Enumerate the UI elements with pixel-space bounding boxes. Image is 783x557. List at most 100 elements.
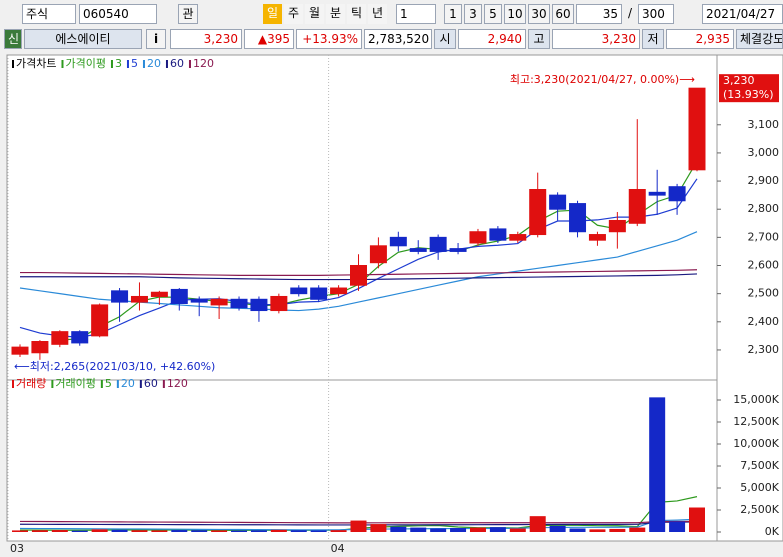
legend-entry: 5 <box>131 57 138 70</box>
y-tick-label: 7,500K <box>740 459 779 472</box>
market-select[interactable]: 주식 <box>22 4 76 24</box>
candle-body <box>588 234 606 241</box>
legend-entry: 20 <box>147 57 161 70</box>
info-button[interactable]: i <box>146 29 166 49</box>
volume-bar <box>290 530 307 533</box>
candle-body <box>429 236 447 252</box>
y-tick-label: 2,300 <box>748 343 780 356</box>
legend-swatch <box>188 60 191 68</box>
legend-entry: 60 <box>170 57 184 70</box>
volume-bar <box>549 525 566 533</box>
volume-bar <box>31 530 48 533</box>
legend-swatch <box>139 380 142 388</box>
volume-bar <box>71 530 88 533</box>
count-button[interactable]: 60 <box>552 4 574 24</box>
count-button[interactable]: 5 <box>484 4 502 24</box>
legend-entry: 20 <box>121 377 135 390</box>
period-button[interactable]: 분 <box>326 4 345 24</box>
last-price-box <box>719 74 779 103</box>
candle-body <box>648 191 666 196</box>
high-label: 고 <box>528 29 550 49</box>
volume-bar <box>211 530 228 533</box>
x-tick-label: 03 <box>10 542 24 555</box>
period-button[interactable]: 틱 <box>347 4 366 24</box>
volume: 2,783,520 <box>364 29 432 49</box>
legend-swatch <box>12 60 14 68</box>
volume-bar <box>689 507 705 533</box>
view-count[interactable]: 35 <box>576 4 622 24</box>
candle-body <box>250 298 268 312</box>
legend-title: 거래량 <box>16 377 46 390</box>
candle-body <box>230 298 248 309</box>
badge: 신 <box>4 29 22 49</box>
watch-button[interactable]: 관 <box>178 4 198 24</box>
candle-body <box>270 295 288 312</box>
legend-swatch <box>61 60 64 68</box>
period-button[interactable]: 년 <box>368 4 387 24</box>
legend-entry: 120 <box>193 57 214 70</box>
volume-bar <box>51 530 68 533</box>
y-tick-label: 3,000 <box>748 146 780 159</box>
y-tick-label: 2,400 <box>748 315 780 328</box>
candle-body <box>608 219 626 233</box>
y-tick-label: 12,500K <box>733 415 779 428</box>
volume-bar <box>669 521 686 533</box>
change: ▲395 <box>244 29 294 49</box>
y-tick-label: 5,000K <box>740 481 779 494</box>
period-button[interactable]: 주 <box>284 4 303 24</box>
count-button[interactable]: 10 <box>504 4 526 24</box>
unit-select[interactable]: 1 <box>396 4 436 24</box>
candle-body <box>71 331 89 344</box>
candle-body <box>668 186 686 202</box>
candle-body <box>529 189 547 236</box>
legend-swatch <box>126 60 129 68</box>
candle-body <box>91 304 109 337</box>
legend-ma-title: 거래이평 <box>55 377 95 390</box>
y-tick-label: 15,000K <box>733 393 779 406</box>
volume-bar <box>131 530 148 533</box>
y-tick-label: 2,500K <box>740 503 779 516</box>
code-input[interactable]: 060540 <box>79 4 157 24</box>
last-pct: (13.93%) <box>723 88 774 101</box>
volume-bar <box>171 530 188 533</box>
last-price: 3,230 <box>723 74 755 87</box>
total-count[interactable]: 300 <box>638 4 674 24</box>
legend-title: 가격차트 <box>16 57 56 70</box>
volume-bar <box>450 528 467 533</box>
period-button[interactable]: 월 <box>305 4 324 24</box>
y-tick-label: 2,500 <box>748 287 780 300</box>
volume-bar <box>250 530 267 533</box>
chart: 2,300 2,400 2,500 2,600 2,700 2,800 2,900 3,000… <box>6 54 783 555</box>
volume-bar <box>649 397 666 533</box>
count-button[interactable]: 1 <box>444 4 462 24</box>
candle-body <box>130 295 148 303</box>
strength-button[interactable]: 체결강도 <box>736 29 783 49</box>
candle-body <box>509 234 527 241</box>
volume-bar <box>191 530 208 533</box>
stock-name: 에스에이티 <box>24 29 142 49</box>
low: 2,935 <box>666 29 734 49</box>
count-button[interactable]: 30 <box>528 4 550 24</box>
y-tick-label: 2,700 <box>748 230 780 243</box>
legend-entry: 120 <box>167 377 188 390</box>
date-input[interactable]: 2021/04/27 <box>702 4 783 24</box>
legend-entry: 3 <box>115 57 122 70</box>
candle-body <box>170 288 188 305</box>
y-tick-label: 2,900 <box>748 174 780 187</box>
volume-bar <box>629 527 646 533</box>
candle-body <box>310 287 328 300</box>
candle-body <box>489 228 507 241</box>
volume-bar <box>569 528 586 533</box>
price: 3,230 <box>170 29 242 49</box>
volume-bar <box>589 529 606 533</box>
volume-bar <box>111 529 128 533</box>
low-label: 저 <box>642 29 664 49</box>
period-button[interactable]: 일 <box>263 4 282 24</box>
volume-bar <box>91 529 108 533</box>
count-button[interactable]: 3 <box>464 4 482 24</box>
legend-swatch <box>116 380 119 388</box>
candle-body <box>111 290 129 303</box>
open-label: 시 <box>434 29 456 49</box>
legend-swatch <box>142 60 145 68</box>
max-annotation: 최고:3,230(2021/04/27, 0.00%)⟶ <box>510 73 695 86</box>
